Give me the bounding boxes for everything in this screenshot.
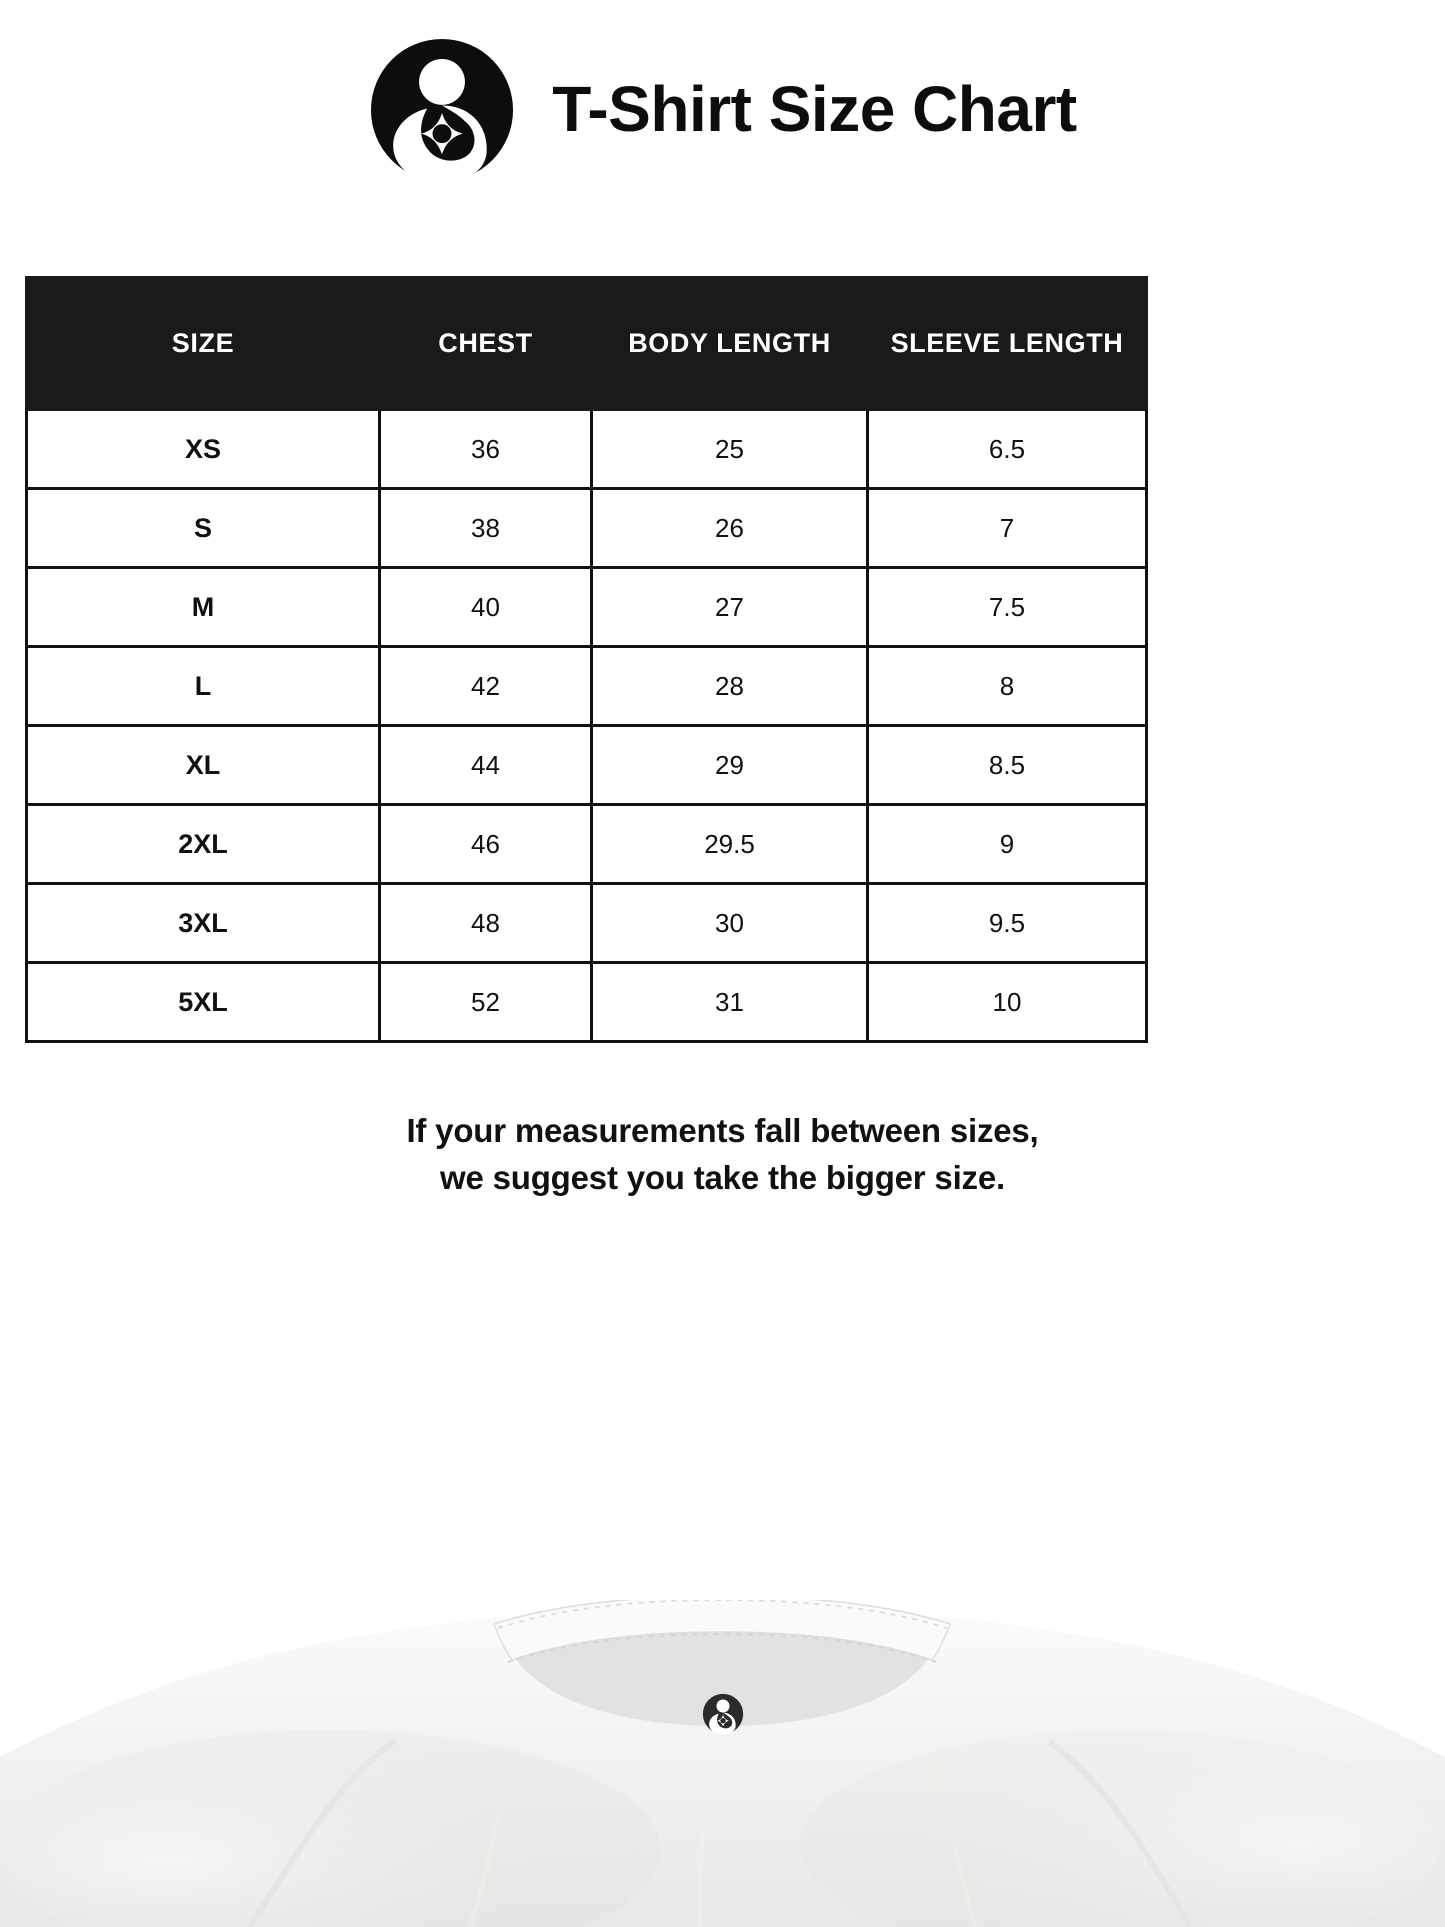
table-header-row: SIZE CHEST BODY LENGTH SLEEVE LENGTH [25,276,1148,411]
cell-body-length: 26 [590,487,869,569]
cell-body-length: 27 [590,566,869,648]
cell-chest: 46 [378,803,593,885]
table-row: 5XL 52 31 10 [25,961,1148,1043]
cell-sleeve-length: 7.5 [866,566,1148,648]
tshirt-neckline-illustration [0,1600,1445,1927]
cell-sleeve-length: 8 [866,645,1148,727]
cell-sleeve-length: 9 [866,803,1148,885]
cell-size: 5XL [25,961,381,1043]
cell-sleeve-length: 7 [866,487,1148,569]
cell-sleeve-length: 8.5 [866,724,1148,806]
cell-size: L [25,645,381,727]
cell-chest: 42 [378,645,593,727]
column-header-body-length: BODY LENGTH [590,276,869,411]
cell-chest: 48 [378,882,593,964]
sizing-advice-line-2: we suggest you take the bigger size. [440,1158,1005,1196]
tshirt-product-photo [0,1600,1445,1927]
cell-size: XL [25,724,381,806]
cell-size: 3XL [25,882,381,964]
shirt-chest-mother-child-circle-logo-icon [702,1693,743,1735]
table-row: S 38 26 7 [25,487,1148,569]
size-chart-table: SIZE CHEST BODY LENGTH SLEEVE LENGTH XS … [25,276,1148,1043]
cell-size: 2XL [25,803,381,885]
column-header-chest: CHEST [378,276,593,411]
column-header-size: SIZE [25,276,381,411]
cell-chest: 52 [378,961,593,1043]
cell-chest: 36 [378,408,593,490]
table-row: 3XL 48 30 9.5 [25,882,1148,964]
page-header: T-Shirt Size Chart [0,36,1445,184]
cell-sleeve-length: 10 [866,961,1148,1043]
cell-body-length: 30 [590,882,869,964]
cell-sleeve-length: 9.5 [866,882,1148,964]
cell-size: XS [25,408,381,490]
size-table-container: SIZE CHEST BODY LENGTH SLEEVE LENGTH XS … [25,276,1148,1043]
cell-body-length: 31 [590,961,869,1043]
cell-size: S [25,487,381,569]
cell-chest: 44 [378,724,593,806]
sizing-advice-note: If your measurements fall between sizes,… [0,1108,1445,1202]
cell-chest: 40 [378,566,593,648]
sizing-advice-line-1: If your measurements fall between sizes, [406,1112,1039,1149]
table-row: 2XL 46 29.5 9 [25,803,1148,885]
cell-sleeve-length: 6.5 [866,408,1148,490]
table-row: M 40 27 7.5 [25,566,1148,648]
mother-child-circle-logo-icon [371,38,514,183]
cell-body-length: 25 [590,408,869,490]
cell-chest: 38 [378,487,593,569]
column-header-sleeve-length: SLEEVE LENGTH [866,276,1148,411]
table-row: XS 36 25 6.5 [25,408,1148,490]
cell-body-length: 29.5 [590,803,869,885]
page-title: T-Shirt Size Chart [552,73,1077,146]
cell-body-length: 29 [590,724,869,806]
cell-size: M [25,566,381,648]
table-row: L 42 28 8 [25,645,1148,727]
table-row: XL 44 29 8.5 [25,724,1148,806]
cell-body-length: 28 [590,645,869,727]
